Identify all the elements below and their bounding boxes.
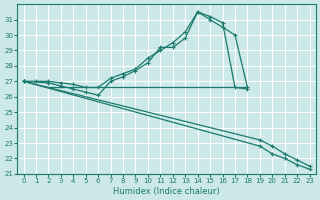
X-axis label: Humidex (Indice chaleur): Humidex (Indice chaleur) (113, 187, 220, 196)
